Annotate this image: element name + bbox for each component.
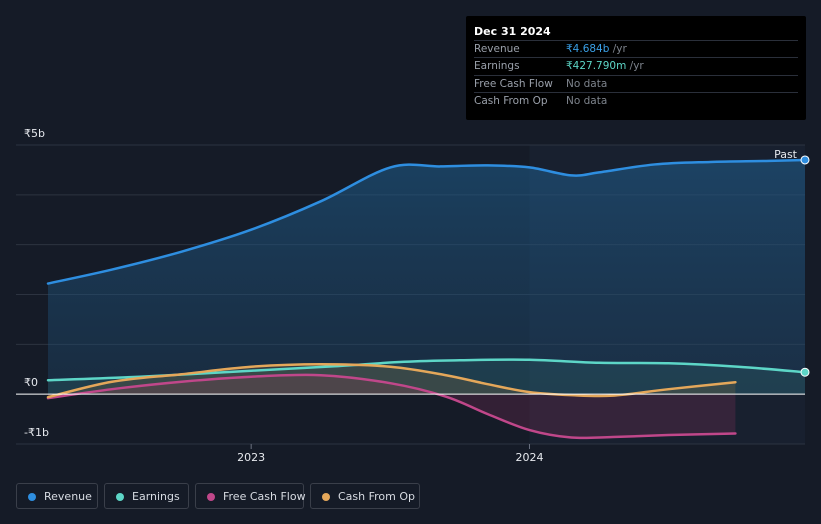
tooltip-suffix: /yr bbox=[609, 43, 627, 55]
legend-label: Free Cash Flow bbox=[223, 490, 306, 503]
y-tick-label: -₹1b bbox=[24, 426, 49, 439]
tooltip-row-free-cash-flow: Free Cash Flow No data bbox=[474, 75, 798, 93]
past-label: Past bbox=[774, 148, 798, 161]
cash-from-op-line[interactable] bbox=[46, 363, 737, 399]
tooltip-label: Cash From Op bbox=[474, 95, 548, 107]
tooltip-value: No data bbox=[566, 78, 608, 90]
y-tick-label: ₹0 bbox=[24, 376, 38, 389]
tooltip-row-revenue: Revenue ₹4.684b /yr bbox=[474, 40, 798, 58]
tooltip-row-cash-from-op: Cash From Op No data bbox=[474, 92, 798, 110]
y-axis-labels: ₹5b ₹0 -₹1b bbox=[24, 127, 49, 439]
legend-label: Cash From Op bbox=[338, 490, 416, 503]
legend-label: Earnings bbox=[132, 490, 180, 503]
revenue-end-dot[interactable] bbox=[800, 155, 810, 165]
tooltip-row-earnings: Earnings ₹427.790m /yr bbox=[474, 57, 798, 75]
legend-cash-from-op[interactable]: Cash From Op bbox=[310, 483, 420, 509]
tooltip-label: Free Cash Flow bbox=[474, 78, 553, 90]
legend-label: Revenue bbox=[44, 490, 92, 503]
tooltip: Dec 31 2024 Revenue ₹4.684b /yr Earnings… bbox=[466, 16, 806, 120]
tooltip-label: Earnings bbox=[474, 60, 520, 72]
legend-free-cash-flow[interactable]: Free Cash Flow bbox=[195, 483, 306, 509]
free-cash-flow-area bbox=[48, 374, 736, 439]
earnings-line[interactable] bbox=[46, 358, 807, 382]
x-tick-label: 2024 bbox=[515, 451, 543, 464]
legend-revenue[interactable]: Revenue bbox=[16, 483, 98, 509]
x-tick-label: 2023 bbox=[237, 451, 265, 464]
earnings-end-dot[interactable] bbox=[800, 367, 810, 377]
y-tick-label: ₹5b bbox=[24, 127, 45, 140]
tooltip-date: Dec 31 2024 bbox=[474, 25, 551, 38]
tooltip-value: No data bbox=[566, 95, 608, 107]
tooltip-value: ₹427.790m bbox=[566, 60, 627, 72]
tooltip-suffix: /yr bbox=[626, 60, 644, 72]
x-axis-labels: 2023 2024 bbox=[237, 444, 543, 464]
legend-dot-icon bbox=[207, 493, 215, 501]
free-cash-flow-line[interactable] bbox=[46, 373, 737, 440]
tooltip-label: Revenue bbox=[474, 43, 520, 55]
series-areas bbox=[48, 159, 805, 439]
legend-dot-icon bbox=[322, 493, 330, 501]
tooltip-value: ₹4.684b bbox=[566, 43, 610, 55]
revenue-line[interactable] bbox=[46, 158, 807, 285]
revenue-area bbox=[48, 159, 805, 395]
legend-dot-icon bbox=[28, 493, 36, 501]
series-lines bbox=[46, 158, 807, 440]
legend-dot-icon bbox=[116, 493, 124, 501]
legend-earnings[interactable]: Earnings bbox=[104, 483, 189, 509]
earnings-area bbox=[48, 359, 805, 395]
